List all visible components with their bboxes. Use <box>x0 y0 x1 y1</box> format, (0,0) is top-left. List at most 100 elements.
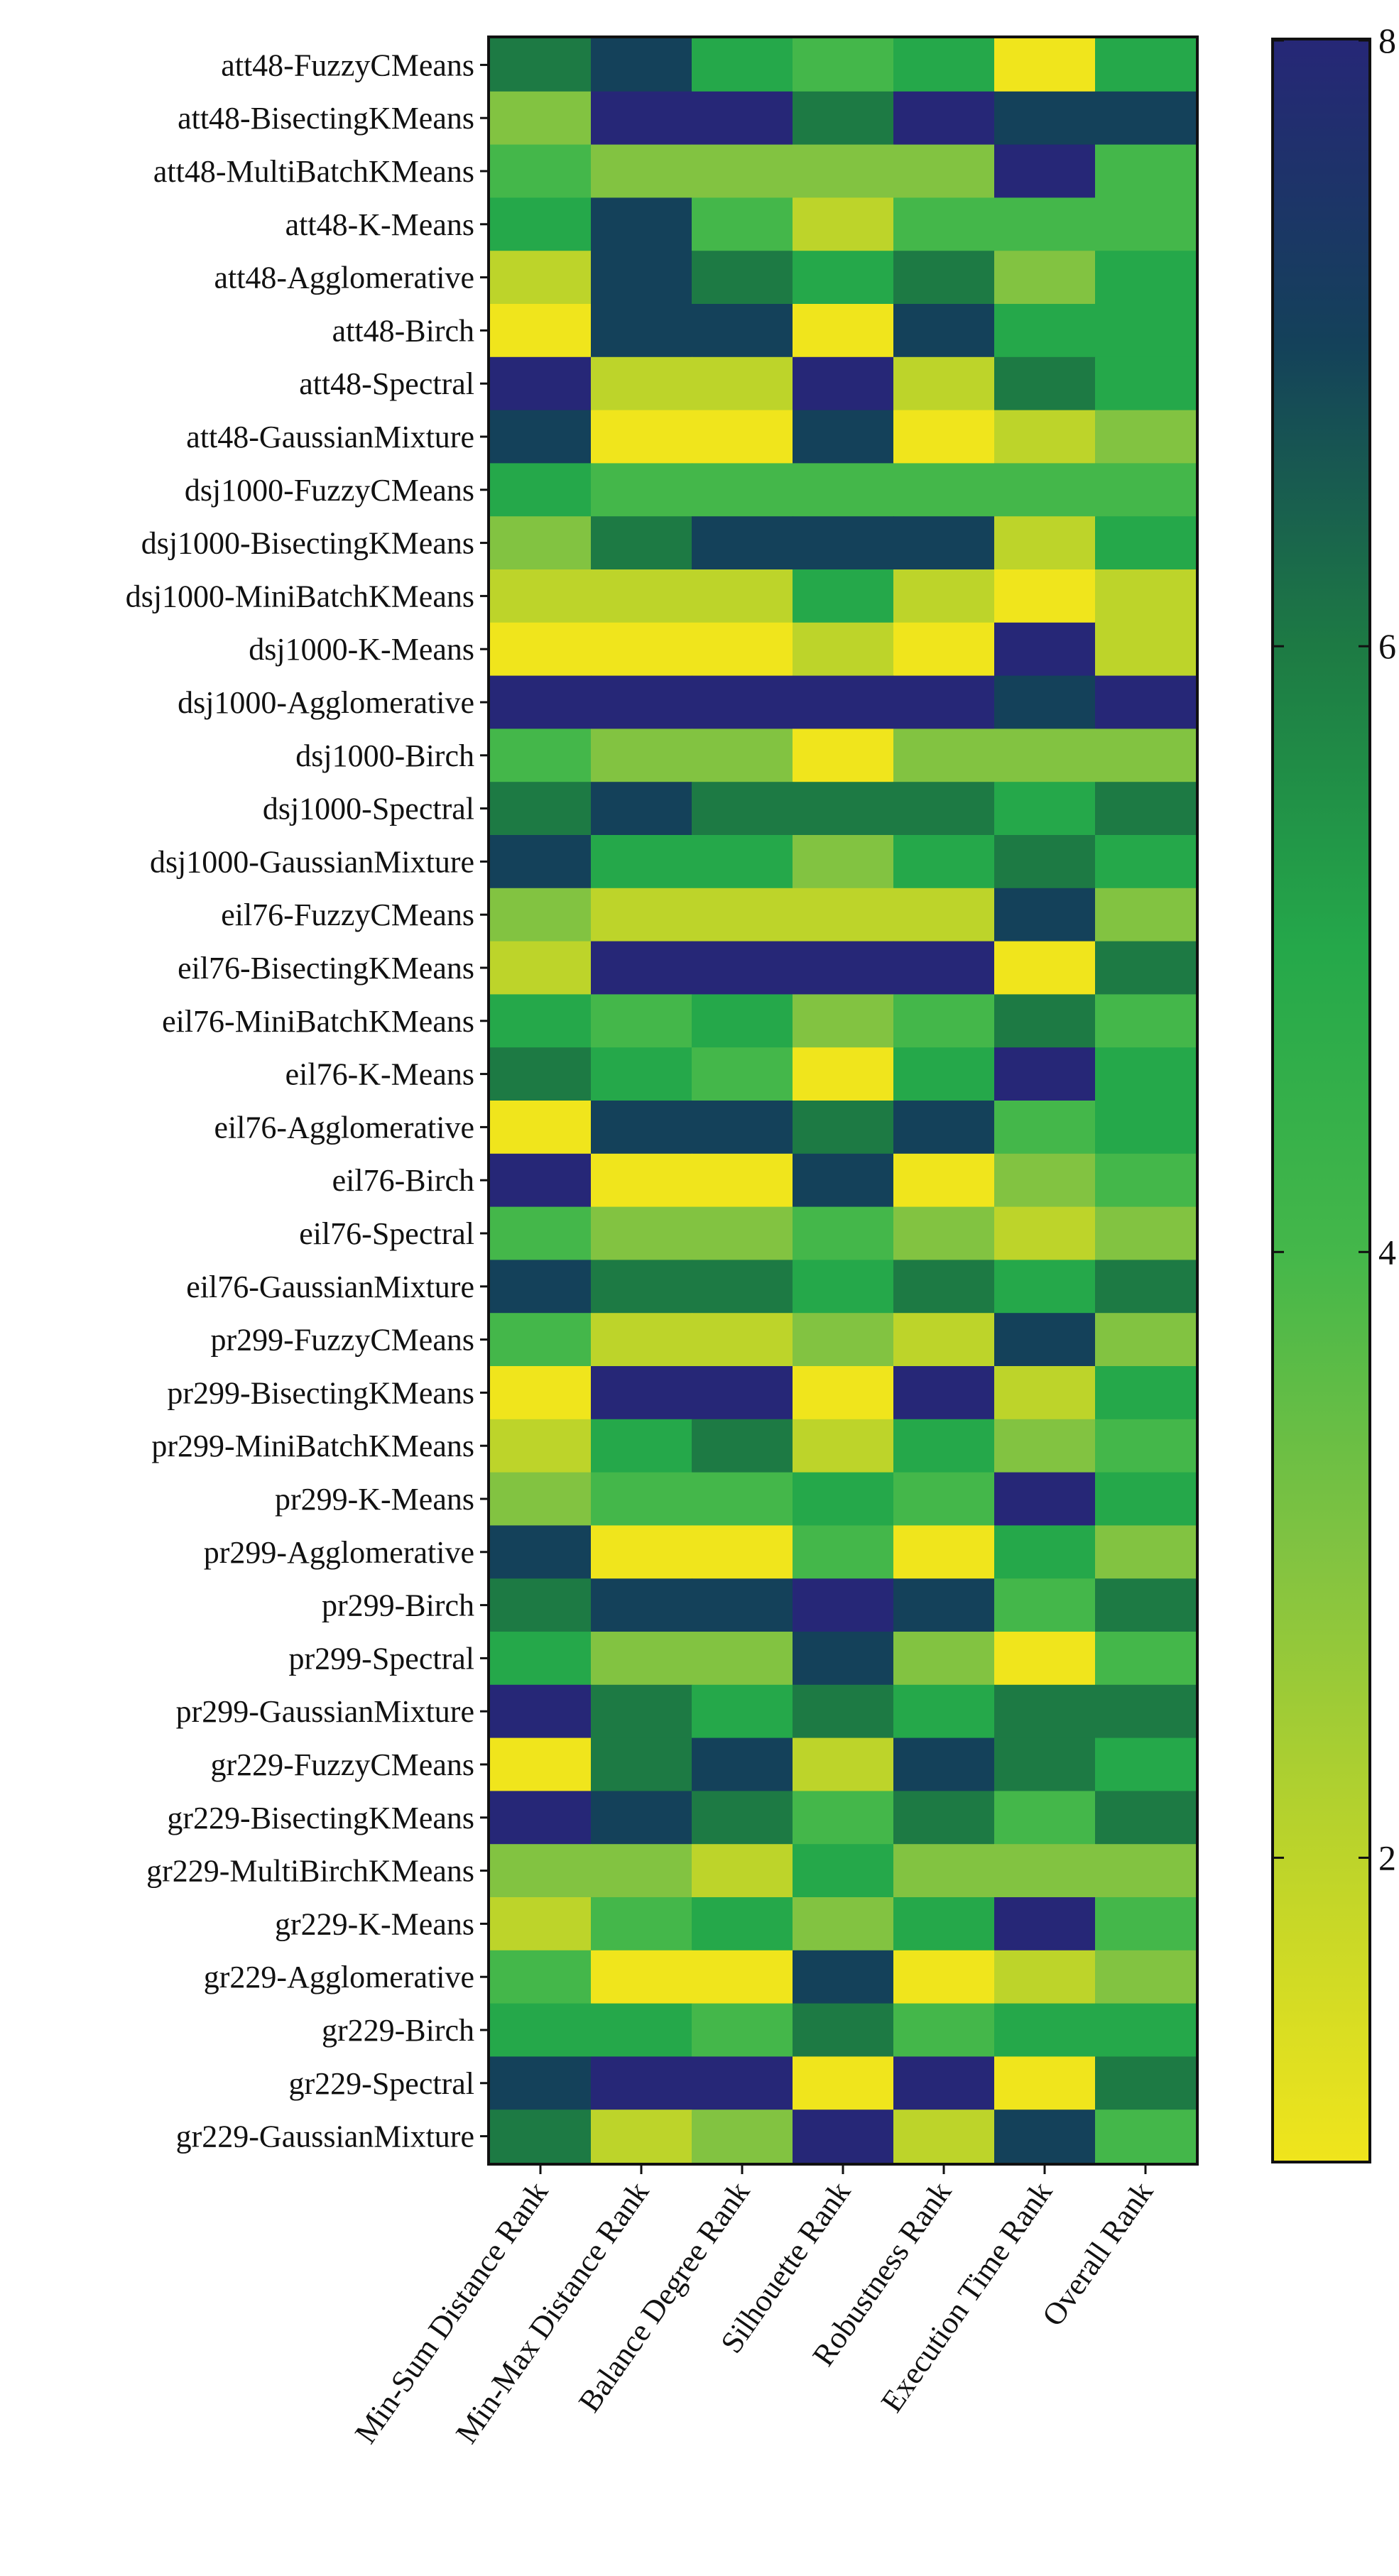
heatmap-cell <box>490 38 592 92</box>
heatmap-cell <box>591 1525 692 1579</box>
heatmap-cell <box>994 1897 1096 1951</box>
row-label: gr229-Agglomerative <box>204 1960 474 1994</box>
heatmap-cell <box>591 197 692 251</box>
row-label: gr229-Birch <box>322 2013 474 2048</box>
heatmap-cell <box>893 2003 995 2057</box>
heatmap-cell <box>591 2110 692 2163</box>
heatmap-cell <box>893 569 995 623</box>
heatmap-cell <box>591 1206 692 1260</box>
row-label: dsj1000-Birch <box>295 738 474 773</box>
heatmap-cell <box>490 1684 592 1739</box>
column-label: Balance Degree Rank <box>572 2176 756 2418</box>
heatmap-cell <box>893 994 995 1048</box>
heatmap-cell <box>591 1419 692 1473</box>
heatmap-cell <box>994 1153 1096 1208</box>
heatmap-cell <box>793 1101 894 1155</box>
heatmap-cell <box>490 516 592 570</box>
heatmap-cell <box>490 1313 592 1367</box>
heatmap-cell <box>893 251 995 305</box>
heatmap-cell <box>490 835 592 889</box>
heatmap-cell <box>692 1101 793 1155</box>
heatmap-cell <box>692 675 793 729</box>
heatmap-cell <box>490 1737 592 1791</box>
heatmap-cell <box>893 91 995 146</box>
heatmap-cell <box>994 1472 1096 1526</box>
heatmap-cell <box>1095 516 1197 570</box>
heatmap-cell <box>994 994 1096 1048</box>
heatmap-cell <box>490 251 592 305</box>
heatmap-cell <box>692 1313 793 1367</box>
heatmap-cell <box>692 1632 793 1686</box>
heatmap-cell <box>591 2003 692 2057</box>
heatmap-cell <box>793 782 894 836</box>
heatmap-cell <box>994 2056 1096 2110</box>
heatmap-cell <box>692 2056 793 2110</box>
heatmap-cell <box>692 888 793 942</box>
heatmap-cell <box>1095 835 1197 889</box>
heatmap-cell <box>591 1472 692 1526</box>
heatmap-cell <box>490 1419 592 1473</box>
heatmap-cell <box>994 410 1096 464</box>
heatmap-cell <box>994 38 1096 92</box>
heatmap-cell <box>490 1153 592 1208</box>
heatmap-cell <box>893 1206 995 1260</box>
heatmap-cell <box>591 941 692 995</box>
heatmap-cell <box>1095 1844 1197 1898</box>
heatmap-cell <box>692 1950 793 2004</box>
heatmap-cell <box>994 1791 1096 1845</box>
heatmap-cell <box>591 1366 692 1420</box>
heatmap-cell <box>893 1260 995 1314</box>
heatmap-cell <box>490 410 592 464</box>
heatmap-cell <box>893 1844 995 1898</box>
heatmap-cell <box>994 1578 1096 1632</box>
heatmap-cell <box>490 2056 592 2110</box>
row-labels: att48-FuzzyCMeans att48-BisectingKMeans at… <box>126 48 489 2154</box>
heatmap-cell <box>591 251 692 305</box>
heatmap-cell <box>793 38 894 92</box>
heatmap-cell <box>994 516 1096 570</box>
heatmap-cell <box>793 2003 894 2057</box>
heatmap-cell <box>490 304 592 358</box>
heatmap-cell <box>893 463 995 517</box>
heatmap-cell <box>793 1578 894 1632</box>
row-label: gr229-MultiBirchKMeans <box>146 1854 474 1889</box>
heatmap-cell <box>994 91 1096 146</box>
colorbar-tick-label: 6 <box>1378 626 1396 666</box>
heatmap-cell <box>793 91 894 146</box>
heatmap-cell <box>893 1632 995 1686</box>
row-label: gr229-GaussianMixture <box>176 2119 474 2154</box>
heatmap-cell <box>490 463 592 517</box>
heatmap-cell <box>893 2056 995 2110</box>
heatmap-cell <box>490 1472 592 1526</box>
heatmap-cell <box>994 888 1096 942</box>
heatmap-cell <box>692 251 793 305</box>
heatmap-cell <box>793 941 894 995</box>
heatmap-cell <box>692 728 793 782</box>
row-label: att48-Agglomerative <box>214 261 474 295</box>
heatmap-cell <box>994 835 1096 889</box>
heatmap-cell <box>893 675 995 729</box>
heatmap-cell <box>692 1153 793 1208</box>
row-label: pr299-Birch <box>322 1588 474 1623</box>
heatmap-cell <box>591 1047 692 1101</box>
heatmap-cell <box>490 1791 592 1845</box>
colorbar-tick-label: 2 <box>1378 1838 1396 1877</box>
heatmap-cell <box>692 516 793 570</box>
heatmap-cell <box>793 994 894 1048</box>
heatmap-cell <box>994 251 1096 305</box>
heatmap-cell <box>591 38 692 92</box>
heatmap-cell <box>994 1313 1096 1367</box>
heatmap-cell <box>591 1632 692 1686</box>
heatmap-cell <box>793 675 894 729</box>
heatmap-cell <box>692 304 793 358</box>
heatmap-cell <box>1095 1737 1197 1791</box>
heatmap-cell <box>1095 463 1197 517</box>
heatmap-cell <box>490 1047 592 1101</box>
heatmap-cell <box>692 410 793 464</box>
row-label: dsj1000-K-Means <box>249 632 474 667</box>
heatmap-cell <box>591 1791 692 1845</box>
heatmap-cell <box>893 1897 995 1951</box>
row-label: pr299-FuzzyCMeans <box>211 1323 475 1358</box>
heatmap-cell <box>893 888 995 942</box>
heatmap-cell <box>490 1632 592 1686</box>
